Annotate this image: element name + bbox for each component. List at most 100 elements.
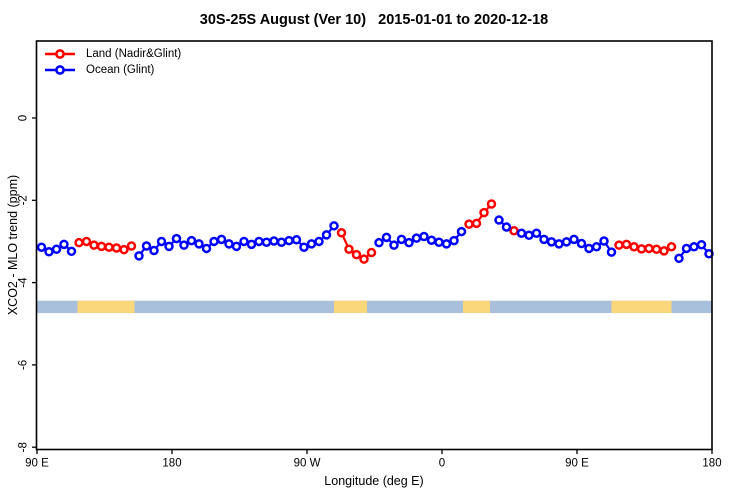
data-point xyxy=(366,247,377,258)
data-point xyxy=(216,234,227,245)
data-point xyxy=(486,199,497,209)
data-point xyxy=(599,236,609,246)
data-point xyxy=(239,236,249,247)
data-point xyxy=(434,237,444,248)
data-point xyxy=(404,237,414,248)
data-point xyxy=(674,253,684,264)
data-point xyxy=(171,233,182,244)
data-point xyxy=(644,243,654,254)
data-point xyxy=(66,246,77,257)
data-point xyxy=(546,237,557,247)
data-point xyxy=(396,234,407,245)
data-point xyxy=(164,241,174,252)
y-axis-tick-label: -8 xyxy=(18,442,30,452)
surface-bar-land-segment xyxy=(77,300,135,314)
x-axis-tick-label: 180 xyxy=(702,458,721,470)
data-point xyxy=(186,235,197,246)
x-axis-tick-label: 90 E xyxy=(565,458,589,470)
data-point xyxy=(246,239,257,250)
y-axis-tick-label: -4 xyxy=(18,277,30,288)
data-point xyxy=(539,234,549,245)
data-point xyxy=(126,241,137,251)
data-point xyxy=(494,215,504,225)
data-point xyxy=(449,235,459,246)
x-axis-tick-label: 180 xyxy=(162,458,181,470)
data-point xyxy=(509,226,519,236)
legend-item-ocean: Ocean (Glint) xyxy=(44,62,181,78)
x-axis-tick-label: 90 E xyxy=(25,458,49,470)
data-point xyxy=(231,241,242,252)
data-point xyxy=(531,228,542,238)
data-point xyxy=(456,226,467,237)
data-point xyxy=(209,236,219,247)
data-point xyxy=(381,232,392,243)
data-point xyxy=(681,243,692,254)
data-point xyxy=(516,228,527,238)
data-point xyxy=(696,239,707,250)
legend: Land (Nadir&Glint) Ocean (Glint) xyxy=(44,46,181,78)
data-point xyxy=(224,239,234,249)
data-point xyxy=(344,244,354,255)
y-axis-tick-label: 0 xyxy=(18,115,30,121)
data-point xyxy=(96,241,107,252)
x-axis-label: Longitude (deg E) xyxy=(324,474,424,488)
surface-bar-ocean xyxy=(37,300,712,314)
data-point xyxy=(269,236,279,246)
data-point xyxy=(36,242,47,252)
data-point xyxy=(336,228,347,238)
x-axis-tick-label: 0 xyxy=(439,458,445,470)
y-axis-tick-label: -2 xyxy=(18,195,30,205)
data-point xyxy=(501,222,512,232)
data-point xyxy=(651,244,662,255)
data-point xyxy=(321,230,332,240)
data-point xyxy=(89,240,99,250)
data-point xyxy=(194,239,204,249)
data-point xyxy=(44,246,54,257)
data-point xyxy=(554,239,564,249)
legend-label-land: Land (Nadir&Glint) xyxy=(86,48,182,60)
data-point xyxy=(314,236,324,247)
data-point xyxy=(606,247,617,257)
data-point xyxy=(629,242,639,252)
data-point xyxy=(329,221,339,231)
data-point xyxy=(141,241,152,251)
data-point xyxy=(81,236,92,247)
surface-bar-land-segment xyxy=(611,300,672,314)
x-axis-tick-label: 90 W xyxy=(294,458,321,470)
data-point xyxy=(621,239,632,250)
land-series-marker-icon xyxy=(45,49,75,59)
data-point xyxy=(284,235,294,246)
data-point xyxy=(74,237,84,248)
legend-item-land: Land (Nadir&Glint) xyxy=(44,46,181,62)
data-point xyxy=(59,239,69,250)
surface-bar-land-segment xyxy=(463,300,490,314)
data-point xyxy=(104,242,114,252)
data-point xyxy=(426,235,437,245)
data-point xyxy=(569,234,579,245)
data-point xyxy=(411,233,422,243)
data-point xyxy=(179,240,189,250)
data-point xyxy=(689,242,699,252)
data-point xyxy=(299,242,309,252)
data-point xyxy=(419,231,429,242)
y-axis-label: XCO2 - MLO trend (ppm) xyxy=(6,174,20,316)
data-point xyxy=(261,237,272,248)
data-point xyxy=(464,219,474,229)
data-point xyxy=(524,230,534,241)
data-point xyxy=(666,242,677,252)
data-point xyxy=(134,251,144,261)
data-point xyxy=(591,242,602,252)
data-point xyxy=(306,239,317,249)
data-point xyxy=(119,244,129,255)
data-point xyxy=(254,236,264,247)
data-point xyxy=(441,239,452,249)
data-point xyxy=(111,243,122,253)
data-point xyxy=(614,240,624,250)
data-point xyxy=(374,237,384,248)
data-point xyxy=(659,246,669,256)
y-axis-tick-label: -6 xyxy=(18,360,30,370)
ocean-series-marker-icon xyxy=(45,65,75,75)
data-point xyxy=(389,240,399,250)
data-point xyxy=(156,236,167,247)
